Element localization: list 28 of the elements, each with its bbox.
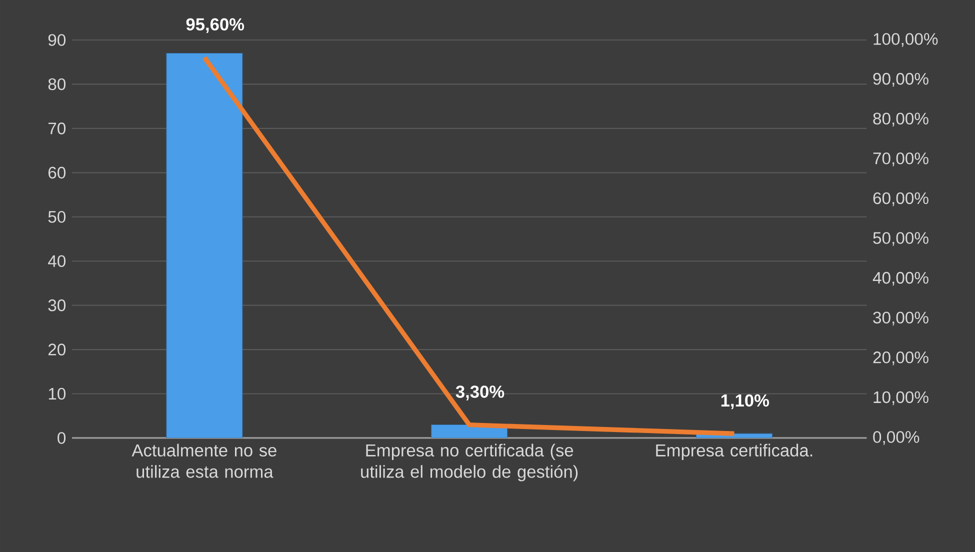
bar <box>166 52 243 438</box>
y2-tick-label: 50,00% <box>873 232 928 246</box>
data-label: 95,60% <box>186 18 244 34</box>
y2-tick-label: 0,00% <box>873 431 920 445</box>
y-tick-label: 20 <box>48 344 66 356</box>
y-tick-label: 90 <box>48 34 66 46</box>
x-tick-label: Empresa no certificada (se utiliza el modelo de gestión) <box>361 444 578 482</box>
x-tick-label: Actualmente no se utiliza esta norma <box>132 444 276 478</box>
y-tick-label: 70 <box>48 122 66 134</box>
y2-tick-label: 10,00% <box>874 391 928 406</box>
data-label: 1,10% <box>721 394 769 410</box>
y2-tick-label: 20,00% <box>873 352 928 366</box>
y-tick-label: 30 <box>48 299 66 312</box>
y-tick-label: 10 <box>48 388 66 400</box>
y2-tick-label: 80,00% <box>873 112 928 126</box>
y-tick-label: 40 <box>48 255 66 268</box>
y-tick-label: 0 <box>58 432 66 444</box>
data-label: 3,30% <box>456 386 504 400</box>
y2-tick-label: 90,00% <box>873 72 928 87</box>
y2-tick-label: 100,00% <box>874 33 938 47</box>
y2-tick-label: 70,00% <box>873 152 928 166</box>
y2-tick-label: 60,00% <box>873 192 928 206</box>
y2-tick-label: 40,00% <box>872 272 928 286</box>
y2-tick-label: 30,00% <box>873 312 928 326</box>
y-tick-label: 80 <box>48 78 66 90</box>
x-tick-label: Empresa certificada. <box>656 444 812 460</box>
y-tick-label: 60 <box>48 166 66 179</box>
y-tick-label: 50 <box>48 210 66 223</box>
